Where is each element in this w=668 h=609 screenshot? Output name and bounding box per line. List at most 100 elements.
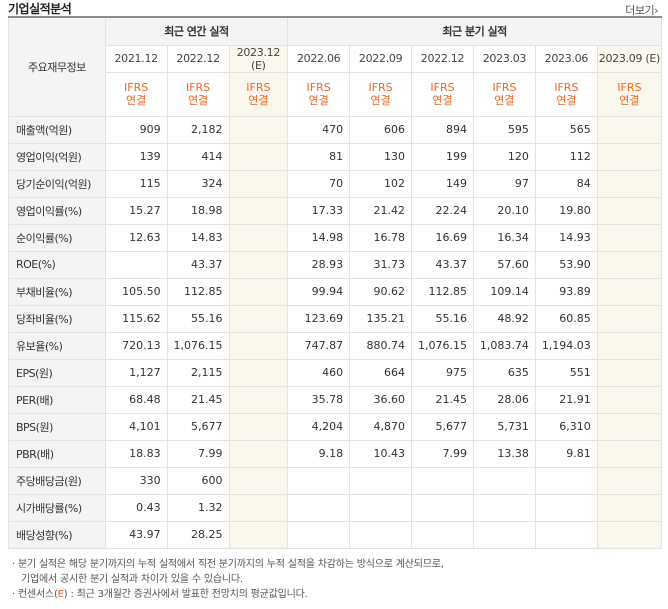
table-cell: 57.60: [472, 250, 536, 279]
ifrs-line1: IFRS: [554, 81, 579, 94]
table-cell: [228, 223, 289, 252]
table-cell: 97: [472, 169, 536, 198]
table-cell: [534, 493, 598, 522]
table-cell: [596, 439, 663, 468]
group-annual: 최근 연간 실적: [104, 16, 289, 46]
row-label: 부채비율(%): [8, 277, 106, 306]
table-cell: 90.62: [349, 277, 413, 306]
table-cell: 720.13: [104, 331, 168, 360]
ifrs-label: IFRS 연결: [596, 71, 663, 117]
ifrs-line2: 연결: [556, 94, 577, 107]
table-cell: [472, 466, 536, 495]
table-cell: [596, 169, 663, 198]
row-label: EPS(원): [8, 358, 106, 387]
table-cell: 68.48: [104, 385, 168, 414]
table-cell: 324: [166, 169, 230, 198]
row-label: 당기순이익(억원): [8, 169, 106, 198]
note-1: · 분기 실적은 해당 분기까지의 누적 실적에서 직전 분기까지의 누적 실적…: [12, 559, 444, 570]
table-cell: [228, 385, 289, 414]
table-cell: [228, 493, 289, 522]
table-cell: [228, 466, 289, 495]
period-header: 2022.09: [349, 44, 413, 73]
table-cell: [104, 250, 168, 279]
table-cell: [596, 412, 663, 441]
table-cell: [228, 250, 289, 279]
table-cell: [411, 520, 474, 549]
financial-table-container: 주요재무정보 최근 연간 실적 최근 분기 실적 2021.12 2022.12 2…: [8, 16, 663, 549]
table-cell: 747.87: [287, 331, 351, 360]
table-cell: 16.34: [472, 223, 536, 252]
table-cell: 6,310: [534, 412, 598, 441]
table-cell: [228, 331, 289, 360]
table-row: 부채비율(%) 105.50 112.85 99.94 90.62 112.85 109.1…: [8, 277, 663, 306]
table-cell: 22.24: [411, 196, 474, 225]
table-cell: 120: [472, 142, 536, 171]
table-cell: [349, 466, 413, 495]
table-cell: 5,677: [411, 412, 474, 441]
table-cell: 664: [349, 358, 413, 387]
ifrs-line2: 연결: [370, 94, 391, 107]
table-cell: [228, 142, 289, 171]
ifrs-line1: IFRS: [617, 81, 642, 94]
footnotes: · 분기 실적은 해당 분기까지의 누적 실적에서 직전 분기까지의 누적 실적…: [12, 557, 444, 602]
table-cell: [596, 331, 663, 360]
table-cell: 15.27: [104, 196, 168, 225]
ifrs-line1: IFRS: [246, 81, 271, 94]
table-cell: 2,115: [166, 358, 230, 387]
table-cell: 2,182: [166, 115, 230, 144]
table-cell: 5,677: [166, 412, 230, 441]
period-header: 2021.12: [104, 44, 168, 73]
table-cell: 7.99: [411, 439, 474, 468]
table-row: 순이익률(%) 12.63 14.83 14.98 16.78 16.69 16.34 14.…: [8, 223, 663, 252]
table-cell: 551: [534, 358, 598, 387]
chevron-right-icon: ›: [654, 4, 658, 17]
table-cell: [411, 493, 474, 522]
ifrs-line2: 연결: [126, 94, 147, 107]
table-cell: [472, 520, 536, 549]
table-cell: [534, 466, 598, 495]
table-cell: 43.97: [104, 520, 168, 549]
note-3: · 컨센서스(E) : 최근 3개월간 증권사에서 발표한 전망치의 평균값입니…: [12, 587, 444, 602]
table-cell: [596, 196, 663, 225]
table-cell: [228, 439, 289, 468]
table-cell: 9.81: [534, 439, 598, 468]
table-cell: [472, 493, 536, 522]
table-cell: 880.74: [349, 331, 413, 360]
more-link[interactable]: 더보기›: [625, 2, 658, 18]
table-cell: 14.83: [166, 223, 230, 252]
table-cell: 112.85: [411, 277, 474, 306]
table-cell: 21.42: [349, 196, 413, 225]
row-label: 영업이익률(%): [8, 196, 106, 225]
ifrs-line2: 연결: [308, 94, 329, 107]
table-cell: 105.50: [104, 277, 168, 306]
table-cell: 21.91: [534, 385, 598, 414]
table-cell: 130: [349, 142, 413, 171]
table-cell: 102: [349, 169, 413, 198]
table-cell: [287, 493, 351, 522]
row-label: 매출액(억원): [8, 115, 106, 144]
table-cell: 16.78: [349, 223, 413, 252]
period-header: 2022.12: [411, 44, 474, 73]
table-cell: 5,731: [472, 412, 536, 441]
table-cell: [596, 142, 663, 171]
table-cell: 909: [104, 115, 168, 144]
table-cell: [596, 358, 663, 387]
period-header: 2023.06: [534, 44, 598, 73]
table-row: PER(배) 68.48 21.45 35.78 36.60 21.45 28.06 21.9…: [8, 385, 663, 414]
table-cell: 4,101: [104, 412, 168, 441]
table-cell: [534, 520, 598, 549]
table-cell: 28.93: [287, 250, 351, 279]
period-header: 2022.06: [287, 44, 351, 73]
table-cell: [287, 466, 351, 495]
table-cell: [228, 358, 289, 387]
table-cell: 414: [166, 142, 230, 171]
table-cell: 115.62: [104, 304, 168, 333]
table-cell: 48.92: [472, 304, 536, 333]
row-label: 순이익률(%): [8, 223, 106, 252]
table-cell: 28.06: [472, 385, 536, 414]
table-cell: 112.85: [166, 277, 230, 306]
table-cell: 14.98: [287, 223, 351, 252]
table-row: 매출액(억원) 909 2,182 470 606 894 595 565: [8, 115, 663, 144]
period-header: 2023.03: [472, 44, 536, 73]
table-cell: 1,127: [104, 358, 168, 387]
